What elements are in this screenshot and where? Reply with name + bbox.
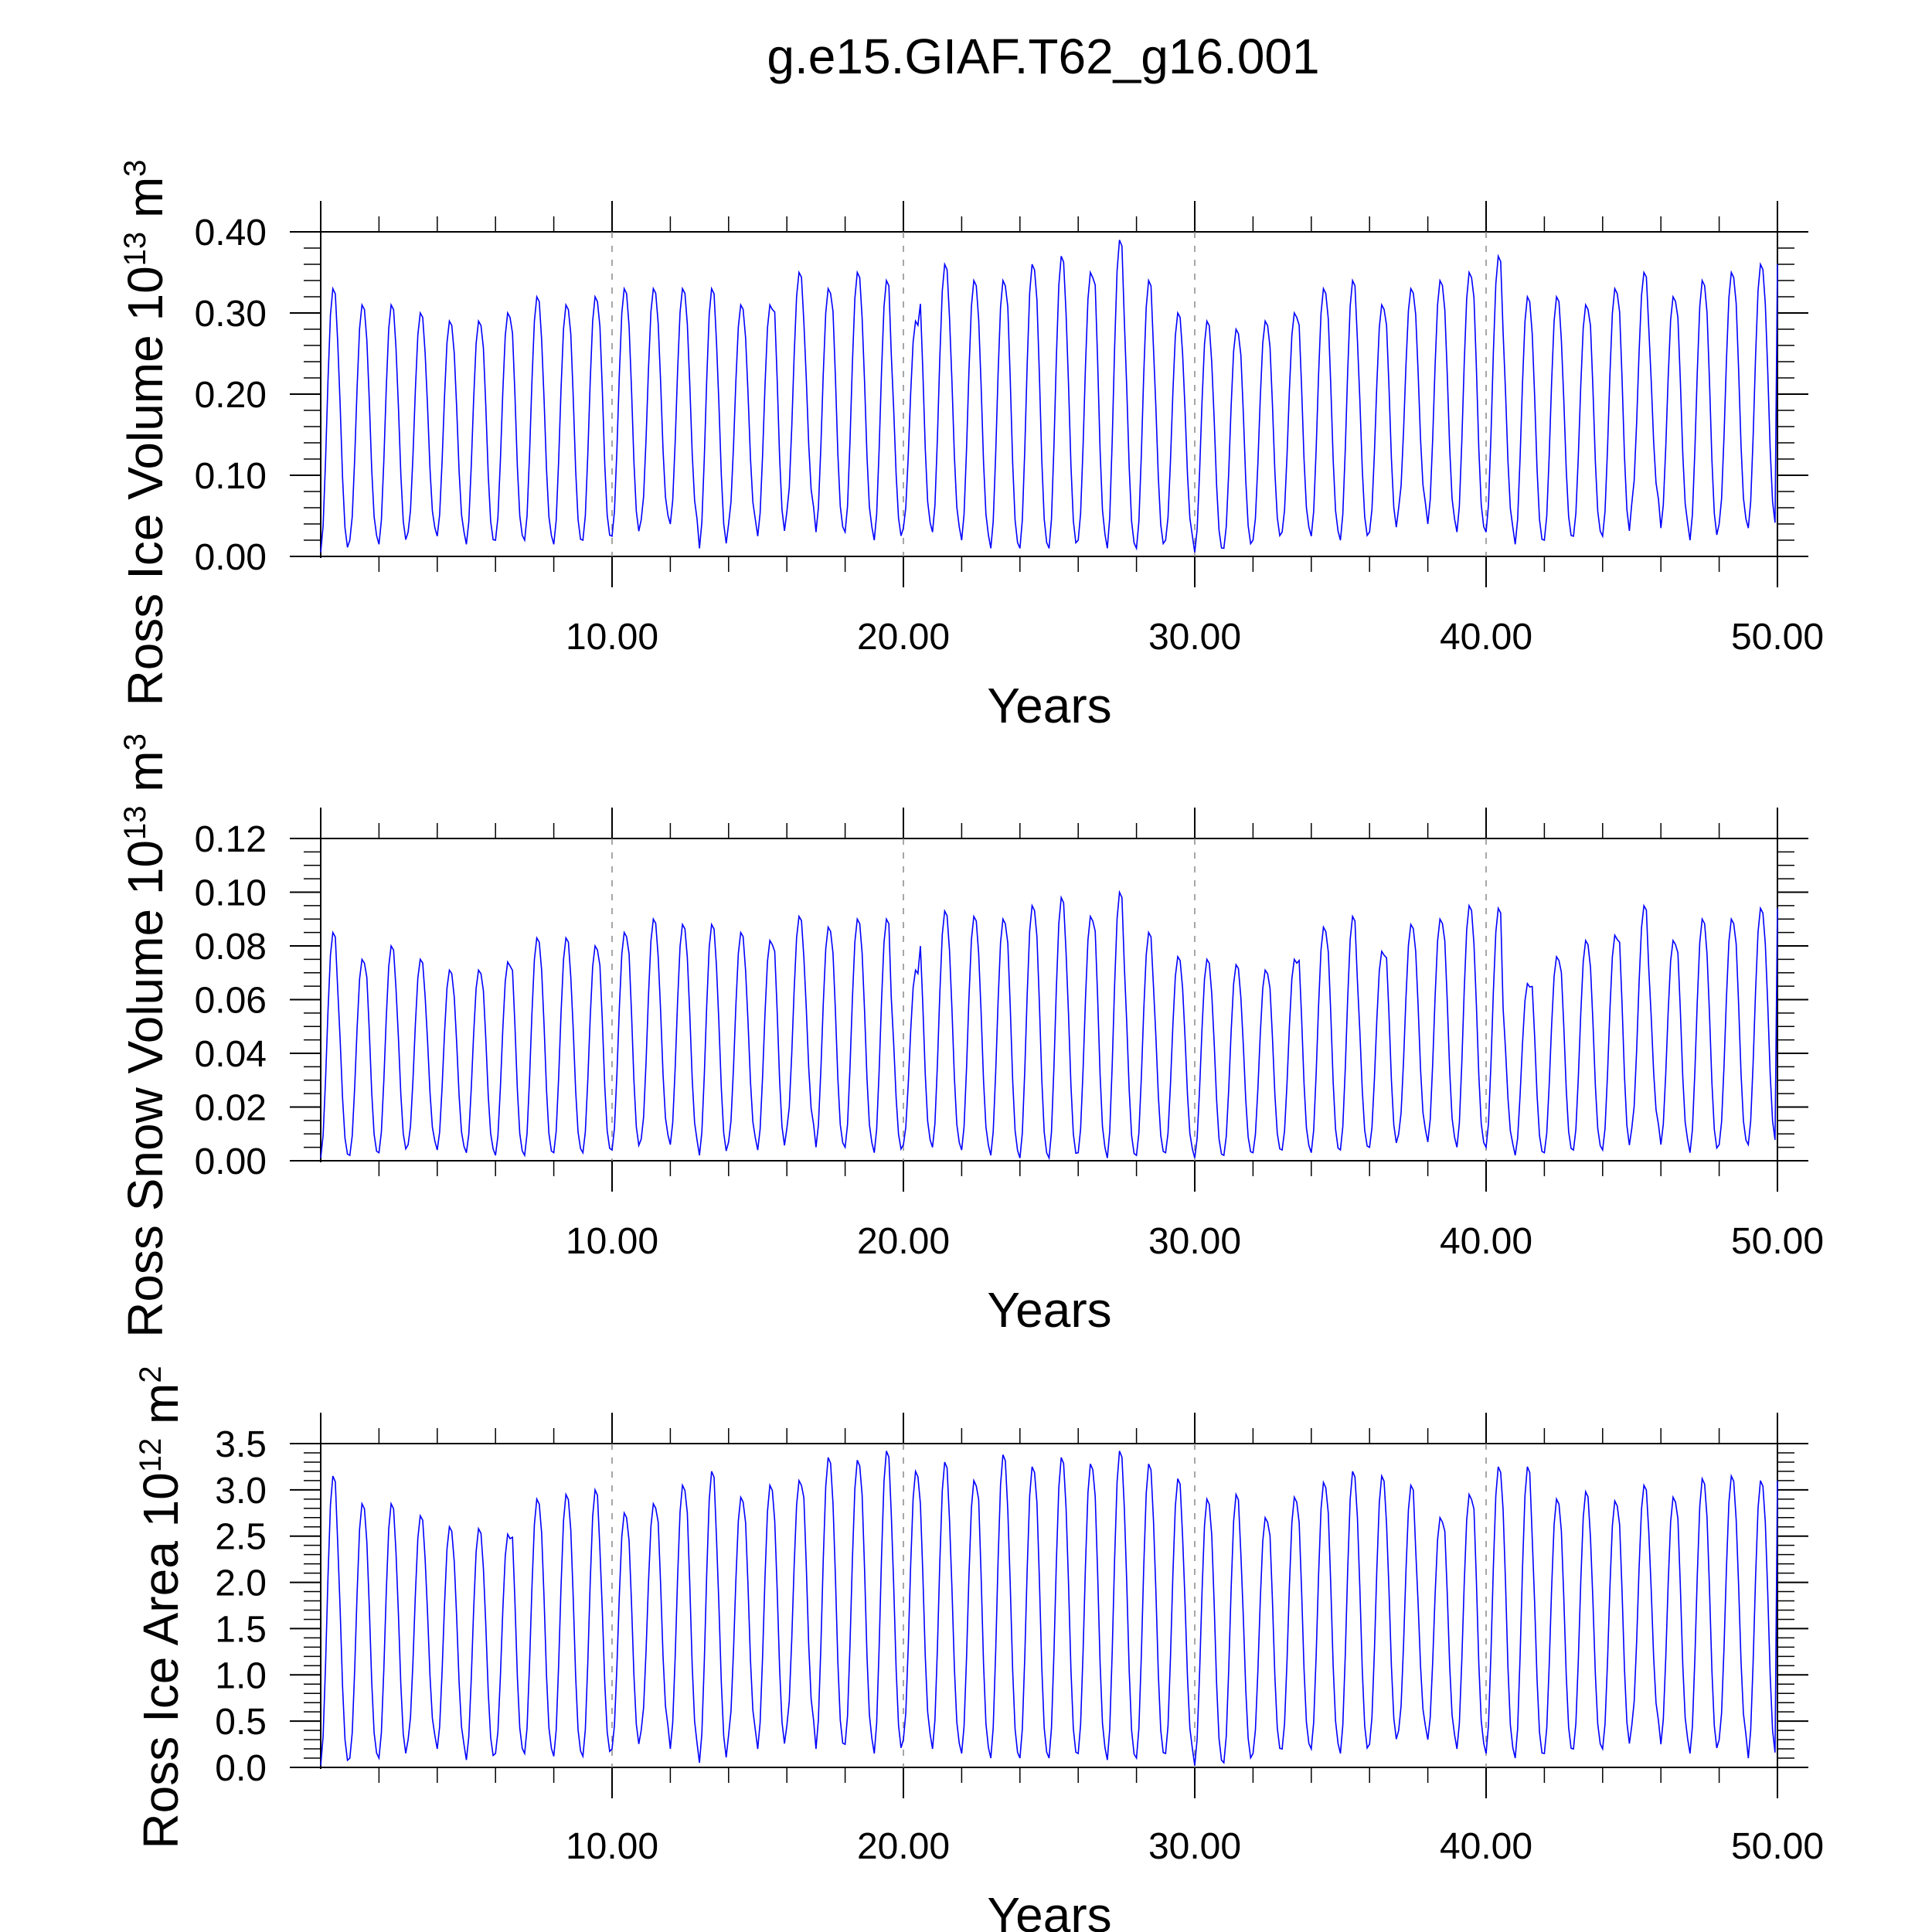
y-tick-label: 0.20	[195, 375, 267, 416]
x-tick-label: 40.00	[1440, 1221, 1532, 1262]
y-tick-label: 0.0	[215, 1748, 267, 1789]
series-line	[320, 889, 1778, 1161]
y-tick-label: 0.30	[195, 294, 267, 335]
y-tick-label: 3.5	[215, 1424, 267, 1465]
y-tick-label: 2.0	[215, 1563, 267, 1604]
y-tick-label: 0.08	[195, 927, 267, 968]
y-label-unit-exponent: 3	[118, 733, 152, 750]
y-tick-label: 1.0	[215, 1655, 267, 1696]
x-tick-label: 40.00	[1440, 1826, 1532, 1867]
y-tick-label: 0.02	[195, 1088, 267, 1129]
x-tick-label: 30.00	[1148, 1826, 1241, 1867]
y-axis-label: Ross Ice Volume 1013 m3	[117, 159, 173, 706]
y-axis-label: Ross Snow Volume 1013 m3	[117, 733, 173, 1338]
x-tick-label: 40.00	[1440, 617, 1532, 658]
series-line	[320, 1451, 1778, 1766]
y-tick-label: 3.0	[215, 1471, 267, 1512]
y-label-exponent: 12	[134, 1438, 168, 1473]
x-tick-label: 20.00	[857, 1221, 950, 1262]
x-tick-label: 30.00	[1148, 617, 1241, 658]
figure-title: g.e15.GIAF.T62_g16.001	[767, 29, 1319, 84]
y-tick-label: 2.5	[215, 1517, 267, 1558]
y-label-exponent: 13	[118, 232, 152, 267]
x-tick-label: 50.00	[1731, 1221, 1824, 1262]
x-tick-label: 50.00	[1731, 1826, 1824, 1867]
ross-snow-volume-panel: 10.00 20.00 30.00 40.00 50.00 0.00 0.02 0.04 0.0…	[117, 733, 1824, 1338]
x-axis-label: Years	[987, 1887, 1111, 1932]
y-label-exponent: 13	[118, 805, 152, 840]
y-label-unit: m	[133, 1383, 189, 1438]
x-tick-label: 30.00	[1148, 1221, 1241, 1262]
x-tick-label: 10.00	[566, 617, 658, 658]
y-tick-label: 0.5	[215, 1702, 267, 1743]
x-tick-label: 10.00	[566, 1221, 658, 1262]
ross-ice-volume-panel: 10.00 20.00 30.00 40.00 50.00 0.00 0.10 0.20 0.3…	[117, 159, 1824, 733]
y-tick-label: 0.06	[195, 981, 267, 1022]
x-tick-label: 20.00	[857, 617, 950, 658]
y-label-unit-exponent: 2	[134, 1366, 168, 1383]
x-axis-label: Years	[987, 678, 1111, 733]
series-line	[320, 240, 1778, 553]
y-label-unit: m	[117, 177, 173, 232]
y-tick-label: 0.40	[195, 213, 267, 253]
y-tick-label: 0.12	[195, 819, 267, 860]
y-tick-label: 0.10	[195, 456, 267, 497]
y-label-text: Ross Ice Volume 10	[117, 266, 173, 706]
y-tick-label: 0.04	[195, 1034, 267, 1075]
y-label-unit: m	[117, 750, 173, 805]
ross-ice-area-panel: 10.00 20.00 30.00 40.00 50.00 0.0 0.5 1.0 1.5 2.0…	[133, 1366, 1824, 1932]
y-label-text: Ross Snow Volume 10	[117, 840, 173, 1338]
y-axis-label: Ross Ice Area 1012 m2	[133, 1366, 189, 1849]
x-tick-label: 10.00	[566, 1826, 658, 1867]
x-tick-label: 50.00	[1731, 617, 1824, 658]
y-tick-label: 0.10	[195, 873, 267, 914]
y-label-unit-exponent: 3	[118, 159, 152, 176]
x-axis-label: Years	[987, 1282, 1111, 1338]
y-tick-label: 0.00	[195, 1141, 267, 1182]
y-tick-label: 1.5	[215, 1609, 267, 1650]
y-label-text: Ross Ice Area 10	[133, 1472, 189, 1849]
x-tick-label: 20.00	[857, 1826, 950, 1867]
y-tick-label: 0.00	[195, 537, 267, 578]
